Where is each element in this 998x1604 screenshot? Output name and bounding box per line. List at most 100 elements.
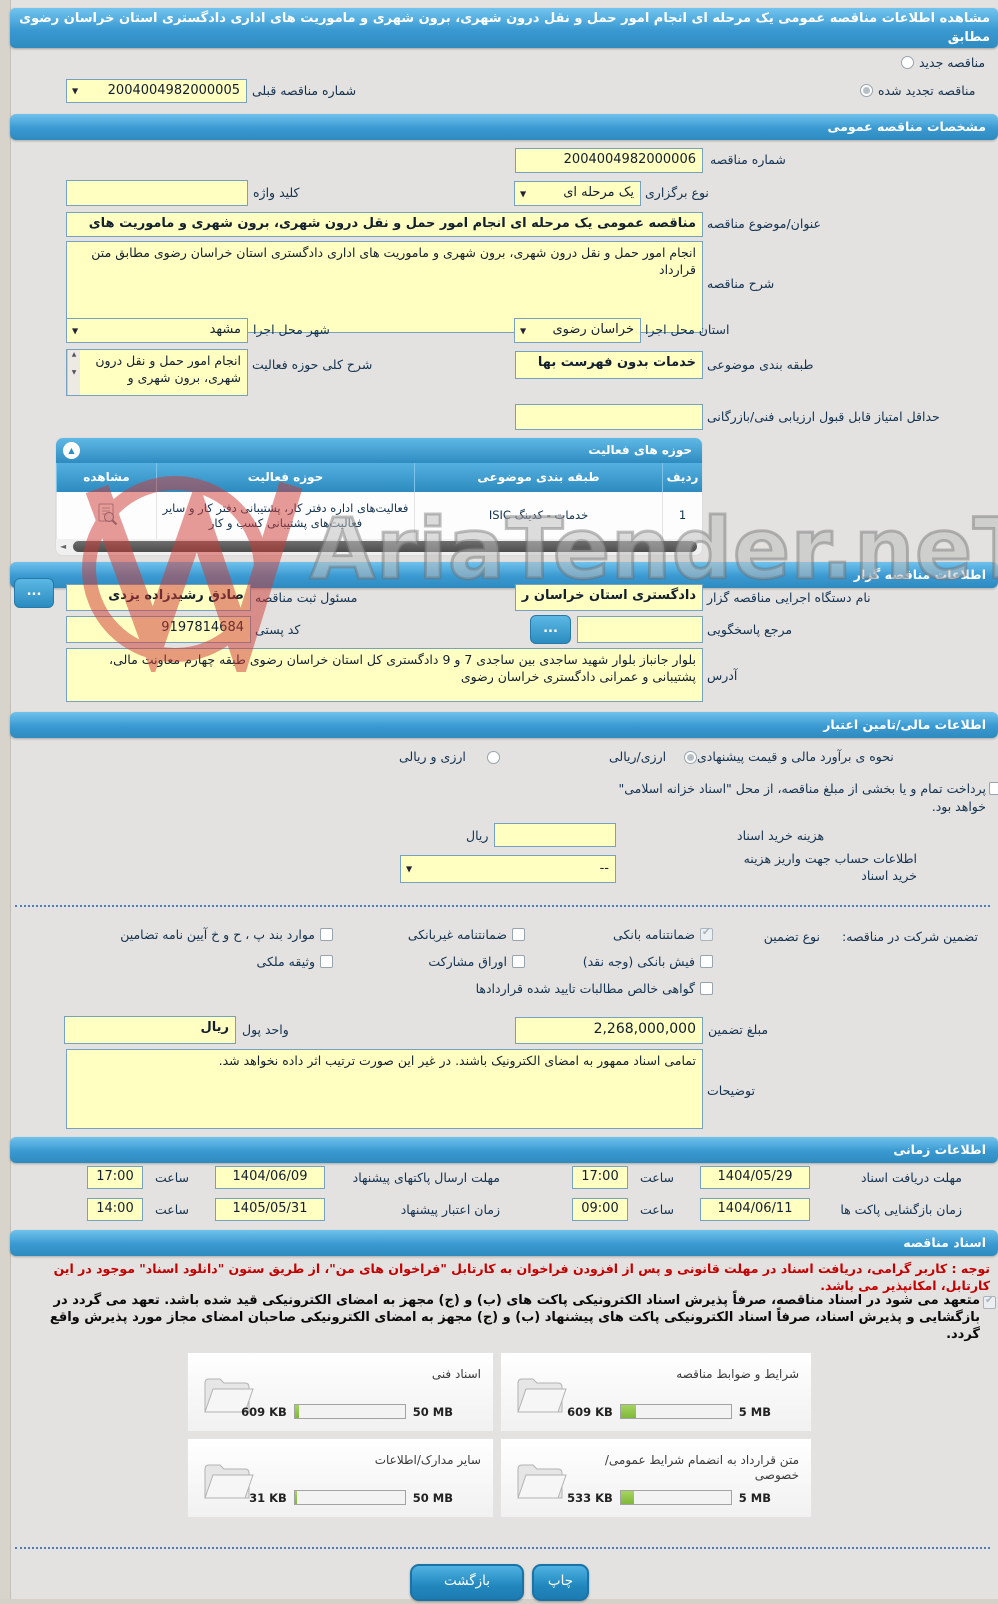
response-ref-more-button[interactable]: ...	[530, 615, 571, 644]
deposit-account-value: --	[599, 861, 609, 876]
participation-bonds-checkbox[interactable]	[512, 955, 525, 968]
schedule-date-field[interactable]: 1404/05/29	[700, 1166, 810, 1189]
cell-row-number: 1	[662, 492, 702, 539]
guarantee-option[interactable]: ضمانتنامه بانکی	[613, 927, 713, 942]
schedule-date-field[interactable]: 1405/05/31	[215, 1198, 325, 1221]
schedule-date-field[interactable]: 1404/06/09	[215, 1166, 325, 1189]
province-select[interactable]: خراسان رضوی ▼	[514, 318, 641, 343]
file-label: اسناد فنی	[431, 1367, 481, 1381]
prev-tender-number-select[interactable]: 2004004982000005 ▼	[66, 79, 247, 103]
renewed-tender-label: مناقصه تجدید شده	[878, 83, 976, 98]
back-button[interactable]: بازگشت	[410, 1564, 524, 1601]
scroll-left-arrow-icon[interactable]: ◄	[60, 542, 67, 551]
doc-fee-label: هزینه خرید اسناد	[737, 828, 825, 843]
schedule-label: مهلت دریافت اسناد	[860, 1170, 962, 1185]
col-category: طبقه بندی موضوعی	[414, 463, 662, 492]
schedule-time-field[interactable]: 09:00	[571, 1198, 628, 1221]
file-progress-fill	[294, 1405, 300, 1418]
print-button[interactable]: چاپ	[532, 1564, 589, 1601]
currency-label: واحد پول	[242, 1022, 289, 1037]
activity-desc-textarea[interactable]: انجام امور حمل و نقل درون شهری، برون شهر…	[66, 349, 248, 396]
radio-group-new-tender[interactable]: مناقصه جدید	[901, 55, 985, 70]
time-label: ساعت	[154, 1202, 189, 1217]
mini-scrollbar[interactable]: ▲ ▼	[67, 350, 80, 395]
folder-icon[interactable]	[513, 1456, 567, 1506]
treasury-docs-checkbox[interactable]	[989, 782, 998, 795]
guarantee-option[interactable]: فیش بانکی (وجه نقد)	[583, 954, 713, 969]
notes-textarea[interactable]: تمامی اسناد ممهور به امضای الکترونیک باش…	[66, 1049, 703, 1129]
currency-field[interactable]: ریال	[64, 1016, 236, 1044]
doc-fee-input[interactable]	[494, 823, 616, 847]
table-hscrollbar: ◄	[56, 539, 702, 555]
tender-number-field[interactable]: 2004004982000006	[515, 148, 703, 173]
hold-type-select[interactable]: یک مرحله ای ▼	[514, 181, 641, 206]
guarantee-option-label: ضمانتنامه بانکی	[613, 927, 695, 942]
file-max-size: 50 MB	[412, 1404, 453, 1419]
new-tender-radio[interactable]	[901, 56, 914, 69]
commitment-checkbox[interactable]	[983, 1295, 996, 1309]
classification-field[interactable]: خدمات بدون فهرست بها	[515, 351, 703, 379]
guarantee-option[interactable]: وثیقه ملکی	[257, 954, 333, 969]
new-tender-label: مناقصه جدید	[919, 55, 986, 70]
cell-view	[56, 492, 156, 539]
guarantee-option[interactable]: اوراق مشارکت	[428, 954, 525, 969]
hscrollbar-thumb[interactable]	[73, 541, 697, 552]
guarantee-option-label: اوراق مشارکت	[428, 954, 507, 969]
agency-field[interactable]: دادگستری استان خراسان ر	[515, 584, 703, 611]
schedule-time-field[interactable]: 17:00	[86, 1166, 143, 1189]
schedule-date-field[interactable]: 1404/06/11	[700, 1198, 810, 1221]
min-score-input[interactable]	[515, 404, 703, 430]
file-card-other-docs[interactable]: سایر مدارک/اطلاعات 31 KB 50 MB	[187, 1438, 494, 1518]
estimate-both-radio[interactable]	[487, 751, 500, 764]
schedule-time-field[interactable]: 17:00	[571, 1166, 628, 1189]
schedule-label: مهلت ارسال پاکتهای پیشنهاد	[352, 1170, 500, 1185]
activity-desc-label: شرح کلی حوزه فعالیت	[252, 357, 373, 372]
agency-label: نام دستگاه اجرایی مناقصه گزار	[707, 590, 871, 605]
renewed-tender-radio[interactable]	[860, 84, 873, 97]
file-size: 609 KB	[241, 1404, 287, 1419]
postal-code-field[interactable]: 9197814684	[66, 616, 251, 643]
address-label: آدرس	[707, 668, 738, 683]
response-ref-input[interactable]	[577, 616, 703, 643]
address-textarea[interactable]: بلوار جانباز بلوار شهید ساجدی بین ساجدی …	[66, 648, 703, 702]
keyword-input[interactable]	[66, 180, 248, 206]
min-score-label: حداقل امتیاز قابل قبول ارزیابی فنی/بازرگ…	[707, 409, 940, 424]
deposit-account-select[interactable]: -- ▼	[400, 855, 616, 883]
guarantee-option[interactable]: گواهی خالص مطالبات تایید شده قراردادها	[476, 981, 713, 996]
agency-more-button[interactable]: ...	[14, 578, 54, 608]
nonbank-guarantee-checkbox[interactable]	[512, 928, 525, 941]
download-notice: توجه : کاربر گرامی، دریافت اسناد در مهلت…	[53, 1261, 990, 1293]
guarantee-option[interactable]: موارد بند پ ، ح و خ آیین نامه تضامین	[120, 927, 333, 942]
collapse-icon[interactable]: ▲	[63, 442, 80, 459]
file-card-technical[interactable]: اسناد فنی 609 KB 50 MB	[187, 1352, 494, 1432]
net-claims-certificate-checkbox[interactable]	[700, 982, 713, 995]
description-textarea[interactable]: انجام امور حمل و نقل درون شهری، برون شهر…	[66, 241, 703, 333]
guarantee-amount-field[interactable]: 2,268,000,000	[515, 1017, 703, 1044]
radio-group-renewed-tender[interactable]: مناقصه تجدید شده	[860, 83, 975, 98]
property-collateral-checkbox[interactable]	[320, 955, 333, 968]
city-select[interactable]: مشهد ▼	[66, 318, 248, 343]
folder-icon[interactable]	[200, 1370, 254, 1420]
hold-type-label: نوع برگزاری	[645, 185, 709, 200]
cell-category: خدمات - کدینگ ISIC	[414, 492, 662, 539]
schedule-time-field[interactable]: 14:00	[86, 1198, 143, 1221]
divider	[15, 905, 990, 907]
estimate-rial-currency-radio[interactable]	[684, 751, 697, 764]
description-label: شرح مناقصه	[707, 276, 775, 291]
file-card-terms[interactable]: شرایط و ضوابط مناقصه 609 KB 5 MB	[500, 1352, 812, 1432]
bank-guarantee-checkbox[interactable]	[700, 927, 713, 941]
bylaw-cases-checkbox[interactable]	[320, 928, 333, 941]
view-details-icon[interactable]	[96, 503, 118, 529]
activity-areas-header: حوزه های فعالیت ▲	[56, 438, 702, 463]
guarantee-option[interactable]: ضمانتنامه غیربانکی	[408, 927, 525, 942]
file-label: سایر مدارک/اطلاعات	[374, 1453, 481, 1467]
folder-icon[interactable]	[513, 1370, 567, 1420]
registrar-field[interactable]: صادق رشیدزاده یزدی	[66, 584, 251, 611]
city-label: شهر محل اجرا	[253, 322, 330, 337]
file-card-contract[interactable]: متن قرارداد به انضمام شرایط عمومی/خصوصی …	[500, 1438, 812, 1518]
subject-field[interactable]: مناقصه عمومی یک مرحله ای انجام امور حمل …	[66, 212, 703, 237]
folder-icon[interactable]	[200, 1456, 254, 1506]
bank-slip-checkbox[interactable]	[700, 955, 713, 968]
schedule-row-opening-time: زمان بازگشایی پاکت ها 1404/06/11 ساعت 09…	[571, 1198, 962, 1221]
